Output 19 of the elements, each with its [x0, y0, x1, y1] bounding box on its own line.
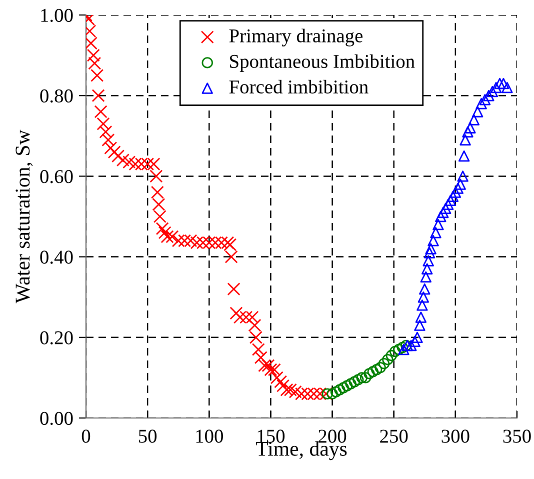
x-tick-label: 100: [196, 430, 223, 443]
x-axis-title: Time, days: [256, 441, 347, 460]
legend-label: Primary drainage: [229, 28, 363, 46]
y-tick-label: 0.20: [40, 331, 73, 344]
y-tick-label: 1.00: [41, 8, 73, 22]
x-tick-label: 50: [138, 430, 157, 443]
x-tick-label: 250: [380, 430, 408, 443]
x-tick-label: 350: [503, 430, 531, 443]
legend-label: Forced imbibition: [229, 80, 368, 94]
legend-label: Spontaneous Imbibition: [230, 54, 415, 72]
y-axis-title: Water saturation, Sw: [16, 130, 33, 304]
y-tick-label: 0.00: [40, 412, 73, 426]
x-tick-label: 200: [318, 430, 346, 443]
x-tick-label: 300: [442, 430, 470, 443]
x-tick-label: 150: [258, 430, 285, 443]
y-tick-label: 0.60: [40, 170, 73, 184]
x-tick-label: 0: [82, 430, 90, 443]
y-tick-label: 0.80: [40, 89, 73, 103]
y-tick-label: 0.40: [40, 250, 73, 264]
